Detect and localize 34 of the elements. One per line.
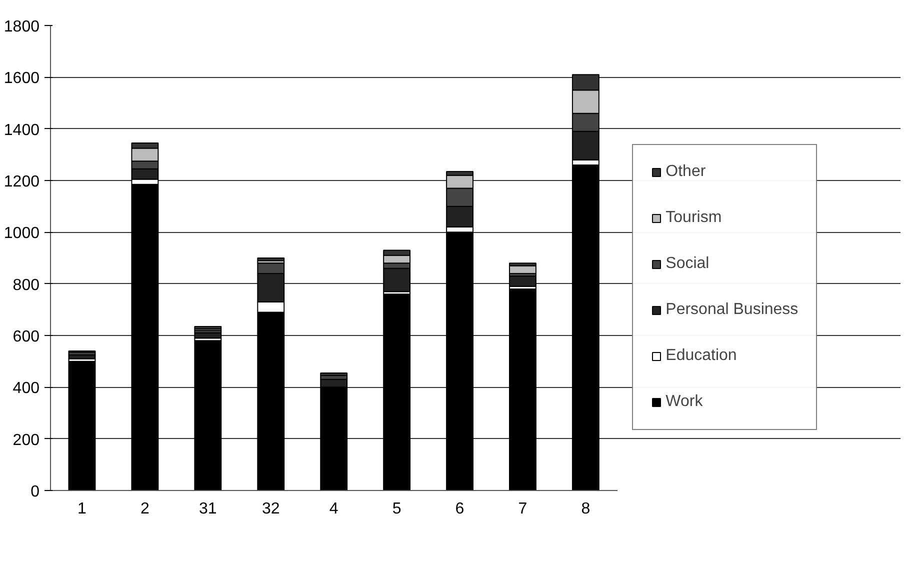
bar [509,288,536,490]
x-tick-label: 31 [199,500,217,518]
x-tick-label: 32 [262,500,280,518]
legend-label: Social [666,255,710,273]
x-tick-label: 6 [455,500,464,518]
y-tick-label: 400 [12,380,40,398]
bar [320,372,348,376]
legend-label: Education [666,347,737,365]
x-tick-label: 2 [140,500,150,518]
bar [194,326,222,330]
x-tick-label: 5 [392,500,402,518]
x-tick-label: 8 [581,500,590,518]
x-tick-label: 7 [518,500,528,518]
legend-label: Tourism [666,209,722,227]
bar [383,268,411,292]
legend-label: Personal Business [666,301,798,319]
y-tick-label: 1800 [4,18,40,36]
y-tick-label: 1400 [4,122,40,139]
bar [383,294,411,490]
x-tick-label: 1 [78,500,87,518]
legend-label: Work [666,393,703,411]
y-tick-label: 1000 [4,225,40,242]
x-tick-label: 4 [329,500,338,518]
y-tick-label: 800 [12,276,40,294]
y-tick-label: 1600 [4,70,40,88]
bar [194,340,222,490]
bar [257,258,285,262]
bar [509,276,536,287]
y-tick-label: 1200 [4,174,40,190]
bar [68,360,96,490]
y-tick-label: 600 [12,328,40,346]
y-tick-label: 200 [12,432,40,449]
legend-label: Other [666,163,706,181]
y-tick-label: 0 [30,484,40,500]
